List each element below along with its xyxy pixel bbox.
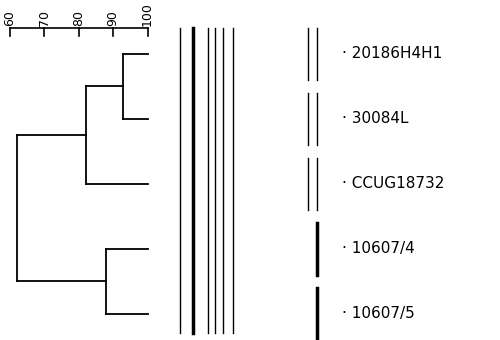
Text: · 10607/5: · 10607/5	[342, 306, 415, 322]
Text: · 10607/4: · 10607/4	[342, 241, 415, 256]
Text: · 30084L: · 30084L	[342, 111, 409, 126]
Text: 60: 60	[4, 10, 16, 26]
Text: 70: 70	[38, 10, 51, 26]
Text: 100: 100	[141, 2, 154, 26]
Text: · 20186H4H1: · 20186H4H1	[342, 46, 443, 61]
Text: 90: 90	[106, 10, 120, 26]
Text: 80: 80	[72, 10, 85, 26]
Text: · CCUG18732: · CCUG18732	[342, 176, 445, 191]
